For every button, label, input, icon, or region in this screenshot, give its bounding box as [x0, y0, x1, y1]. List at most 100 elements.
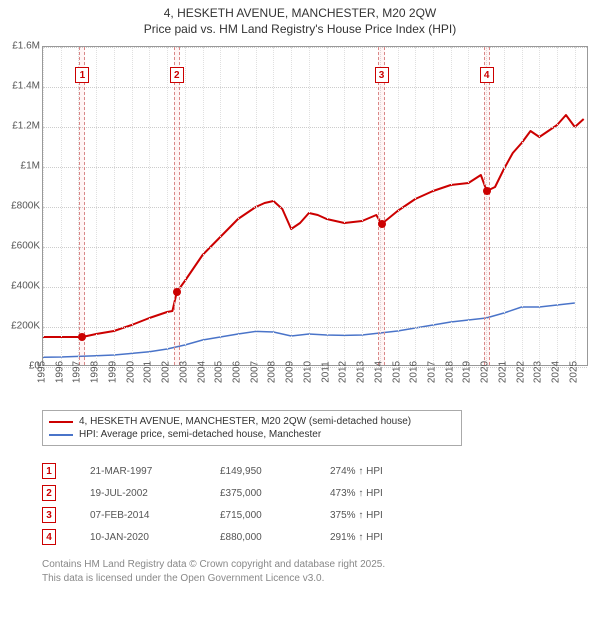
sale-marker-box: 4 [480, 67, 494, 83]
legend: 4, HESKETH AVENUE, MANCHESTER, M20 2QW (… [42, 410, 462, 446]
x-axis-label: 2010 [302, 361, 313, 383]
gridline-horizontal [43, 207, 587, 208]
sale-band [484, 47, 490, 365]
chart-title-line1: 4, HESKETH AVENUE, MANCHESTER, M20 2QW [0, 6, 600, 22]
sale-pct: 274% ↑ HPI [330, 466, 440, 477]
gridline-vertical [132, 47, 133, 365]
sale-index-badge: 2 [42, 485, 56, 501]
gridline-vertical [167, 47, 168, 365]
x-axis-label: 2009 [285, 361, 296, 383]
y-axis-label: £600K [0, 241, 40, 252]
x-axis-label: 2017 [427, 361, 438, 383]
x-axis-label: 2012 [338, 361, 349, 383]
x-axis-label: 2025 [568, 361, 579, 383]
sale-date: 10-JAN-2020 [90, 532, 220, 543]
x-axis-label: 2020 [480, 361, 491, 383]
gridline-horizontal [43, 287, 587, 288]
sale-index-badge: 4 [42, 529, 56, 545]
sale-marker-box: 2 [170, 67, 184, 83]
gridline-vertical [539, 47, 540, 365]
gridline-horizontal [43, 127, 587, 128]
sale-band [79, 47, 85, 365]
table-row: 1 21-MAR-1997 £149,950 274% ↑ HPI [42, 460, 440, 482]
gridline-vertical [185, 47, 186, 365]
sale-band [378, 47, 384, 365]
legend-label: 4, HESKETH AVENUE, MANCHESTER, M20 2QW (… [79, 416, 411, 427]
gridline-vertical [557, 47, 558, 365]
x-axis-label: 1996 [54, 361, 65, 383]
x-axis-label: 2023 [533, 361, 544, 383]
x-axis-label: 2011 [320, 361, 331, 383]
gridline-vertical [433, 47, 434, 365]
sale-price: £715,000 [220, 510, 330, 521]
sale-date: 07-FEB-2014 [90, 510, 220, 521]
legend-item: 4, HESKETH AVENUE, MANCHESTER, M20 2QW (… [49, 415, 455, 428]
attribution-line1: Contains HM Land Registry data © Crown c… [42, 558, 385, 572]
x-axis-label: 1999 [107, 361, 118, 383]
gridline-horizontal [43, 327, 587, 328]
chart-title-line2: Price paid vs. HM Land Registry's House … [0, 22, 600, 38]
sale-dot [78, 333, 86, 341]
sale-dot [378, 220, 386, 228]
gridline-vertical [522, 47, 523, 365]
table-row: 4 10-JAN-2020 £880,000 291% ↑ HPI [42, 526, 440, 548]
x-axis-label: 2005 [214, 361, 225, 383]
sale-price: £880,000 [220, 532, 330, 543]
gridline-vertical [398, 47, 399, 365]
chart-lines-svg [43, 47, 587, 365]
gridline-vertical [362, 47, 363, 365]
legend-swatch [49, 421, 73, 423]
sale-pct: 375% ↑ HPI [330, 510, 440, 521]
gridline-vertical [575, 47, 576, 365]
y-axis-label: £200K [0, 321, 40, 332]
gridline-vertical [415, 47, 416, 365]
table-row: 2 19-JUL-2002 £375,000 473% ↑ HPI [42, 482, 440, 504]
sale-dot [173, 288, 181, 296]
gridline-vertical [238, 47, 239, 365]
gridline-vertical [291, 47, 292, 365]
plot-area: 1234 [42, 46, 588, 366]
sale-marker-box: 3 [375, 67, 389, 83]
y-axis-label: £400K [0, 281, 40, 292]
legend-label: HPI: Average price, semi-detached house,… [79, 429, 321, 440]
x-axis-label: 2018 [444, 361, 455, 383]
gridline-vertical [96, 47, 97, 365]
gridline-vertical [43, 47, 44, 365]
x-axis-label: 2016 [409, 361, 420, 383]
y-axis-label: £1M [0, 161, 40, 172]
sale-band [174, 47, 180, 365]
x-axis-label: 2024 [551, 361, 562, 383]
x-axis-label: 2001 [143, 361, 154, 383]
x-axis-label: 2022 [515, 361, 526, 383]
x-axis-label: 2019 [462, 361, 473, 383]
x-axis-label: 2003 [178, 361, 189, 383]
sale-date: 19-JUL-2002 [90, 488, 220, 499]
attribution-line2: This data is licensed under the Open Gov… [42, 572, 385, 586]
y-axis-label: £0 [0, 361, 40, 372]
chart-title: 4, HESKETH AVENUE, MANCHESTER, M20 2QW P… [0, 0, 600, 37]
gridline-vertical [451, 47, 452, 365]
gridline-horizontal [43, 47, 587, 48]
x-axis-label: 2006 [232, 361, 243, 383]
x-axis-label: 2004 [196, 361, 207, 383]
gridline-vertical [273, 47, 274, 365]
y-axis-label: £1.4M [0, 81, 40, 92]
gridline-vertical [61, 47, 62, 365]
sale-index-badge: 1 [42, 463, 56, 479]
y-axis-label: £800K [0, 201, 40, 212]
x-axis-label: 1998 [90, 361, 101, 383]
gridline-vertical [220, 47, 221, 365]
x-axis-label: 2000 [125, 361, 136, 383]
x-axis-label: 1997 [72, 361, 83, 383]
sale-date: 21-MAR-1997 [90, 466, 220, 477]
x-axis-label: 1995 [37, 361, 48, 383]
table-row: 3 07-FEB-2014 £715,000 375% ↑ HPI [42, 504, 440, 526]
x-axis-label: 2021 [497, 361, 508, 383]
y-axis-label: £1.6M [0, 41, 40, 52]
x-axis-label: 2007 [249, 361, 260, 383]
gridline-vertical [344, 47, 345, 365]
x-axis-label: 2013 [356, 361, 367, 383]
sales-table: 1 21-MAR-1997 £149,950 274% ↑ HPI 2 19-J… [42, 460, 440, 548]
chart-container: 4, HESKETH AVENUE, MANCHESTER, M20 2QW P… [0, 0, 600, 620]
gridline-vertical [256, 47, 257, 365]
